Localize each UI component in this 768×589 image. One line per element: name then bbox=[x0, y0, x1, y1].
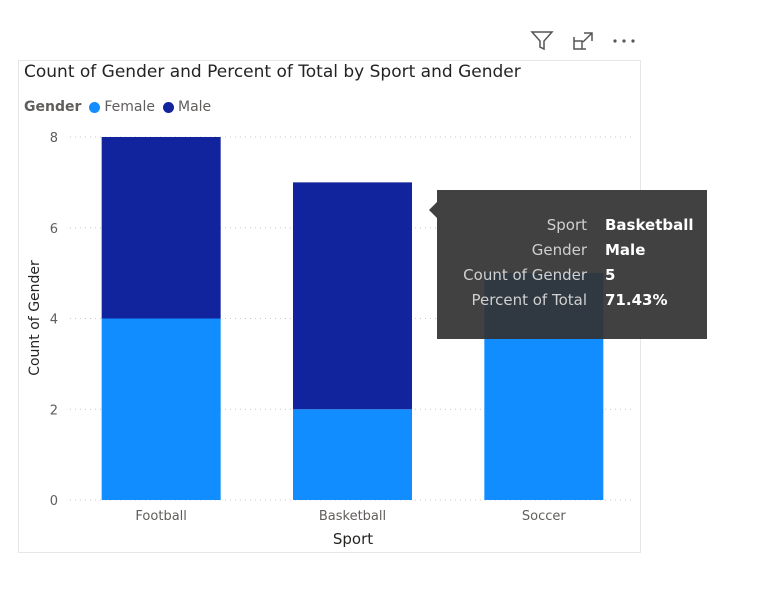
y-tick-label: 6 bbox=[50, 222, 58, 237]
bar-male-basketball[interactable] bbox=[293, 182, 412, 410]
y-tick-label: 2 bbox=[50, 403, 58, 418]
x-axis-title: Sport bbox=[333, 530, 373, 548]
tooltip-value: Basketball bbox=[605, 216, 694, 234]
legend-marker-female bbox=[89, 101, 101, 113]
y-tick-label: 4 bbox=[50, 313, 58, 328]
tooltip: Sport Basketball Gender Male Count of Gender… bbox=[429, 190, 707, 339]
filter-icon[interactable] bbox=[530, 30, 554, 52]
y-axis-title: Count of Gender bbox=[27, 260, 43, 376]
legend-label: Male bbox=[178, 99, 212, 115]
tooltip-row: Sport Basketball bbox=[437, 216, 707, 234]
legend-label: Female bbox=[104, 99, 155, 115]
x-tick-label: Basketball bbox=[319, 509, 386, 524]
tooltip-row: Count of Gender 5 bbox=[437, 266, 707, 284]
legend-title: Gender bbox=[24, 99, 82, 115]
x-tick-label: Soccer bbox=[522, 509, 566, 524]
legend-marker-male bbox=[163, 101, 174, 113]
chart-title: Count of Gender and Percent of Total by … bbox=[24, 62, 521, 82]
x-tick-label: Football bbox=[135, 509, 186, 524]
tooltip-value: Male bbox=[605, 241, 646, 259]
legend: Gender Female Male bbox=[24, 99, 219, 115]
y-tick-label: 8 bbox=[50, 131, 58, 146]
tooltip-value: 71.43% bbox=[605, 291, 668, 309]
tooltip-key: Count of Gender bbox=[463, 266, 587, 284]
more-options-icon[interactable] bbox=[612, 37, 636, 45]
tooltip-key: Sport bbox=[546, 216, 587, 234]
visual-header bbox=[530, 30, 636, 52]
legend-item-female[interactable]: Female bbox=[89, 99, 155, 115]
tooltip-key: Percent of Total bbox=[471, 291, 587, 309]
tooltip-row: Percent of Total 71.43% bbox=[437, 291, 707, 309]
tooltip-key: Gender bbox=[531, 241, 587, 259]
y-tick-label: 0 bbox=[50, 494, 58, 509]
legend-item-male[interactable]: Male bbox=[163, 99, 211, 115]
bar-female-football[interactable] bbox=[101, 318, 221, 501]
tooltip-value: 5 bbox=[605, 266, 616, 284]
bar-female-basketball[interactable] bbox=[293, 409, 412, 500]
bar-male-football[interactable] bbox=[101, 137, 221, 319]
tooltip-row: Gender Male bbox=[437, 241, 707, 259]
focus-mode-icon[interactable] bbox=[572, 31, 594, 51]
